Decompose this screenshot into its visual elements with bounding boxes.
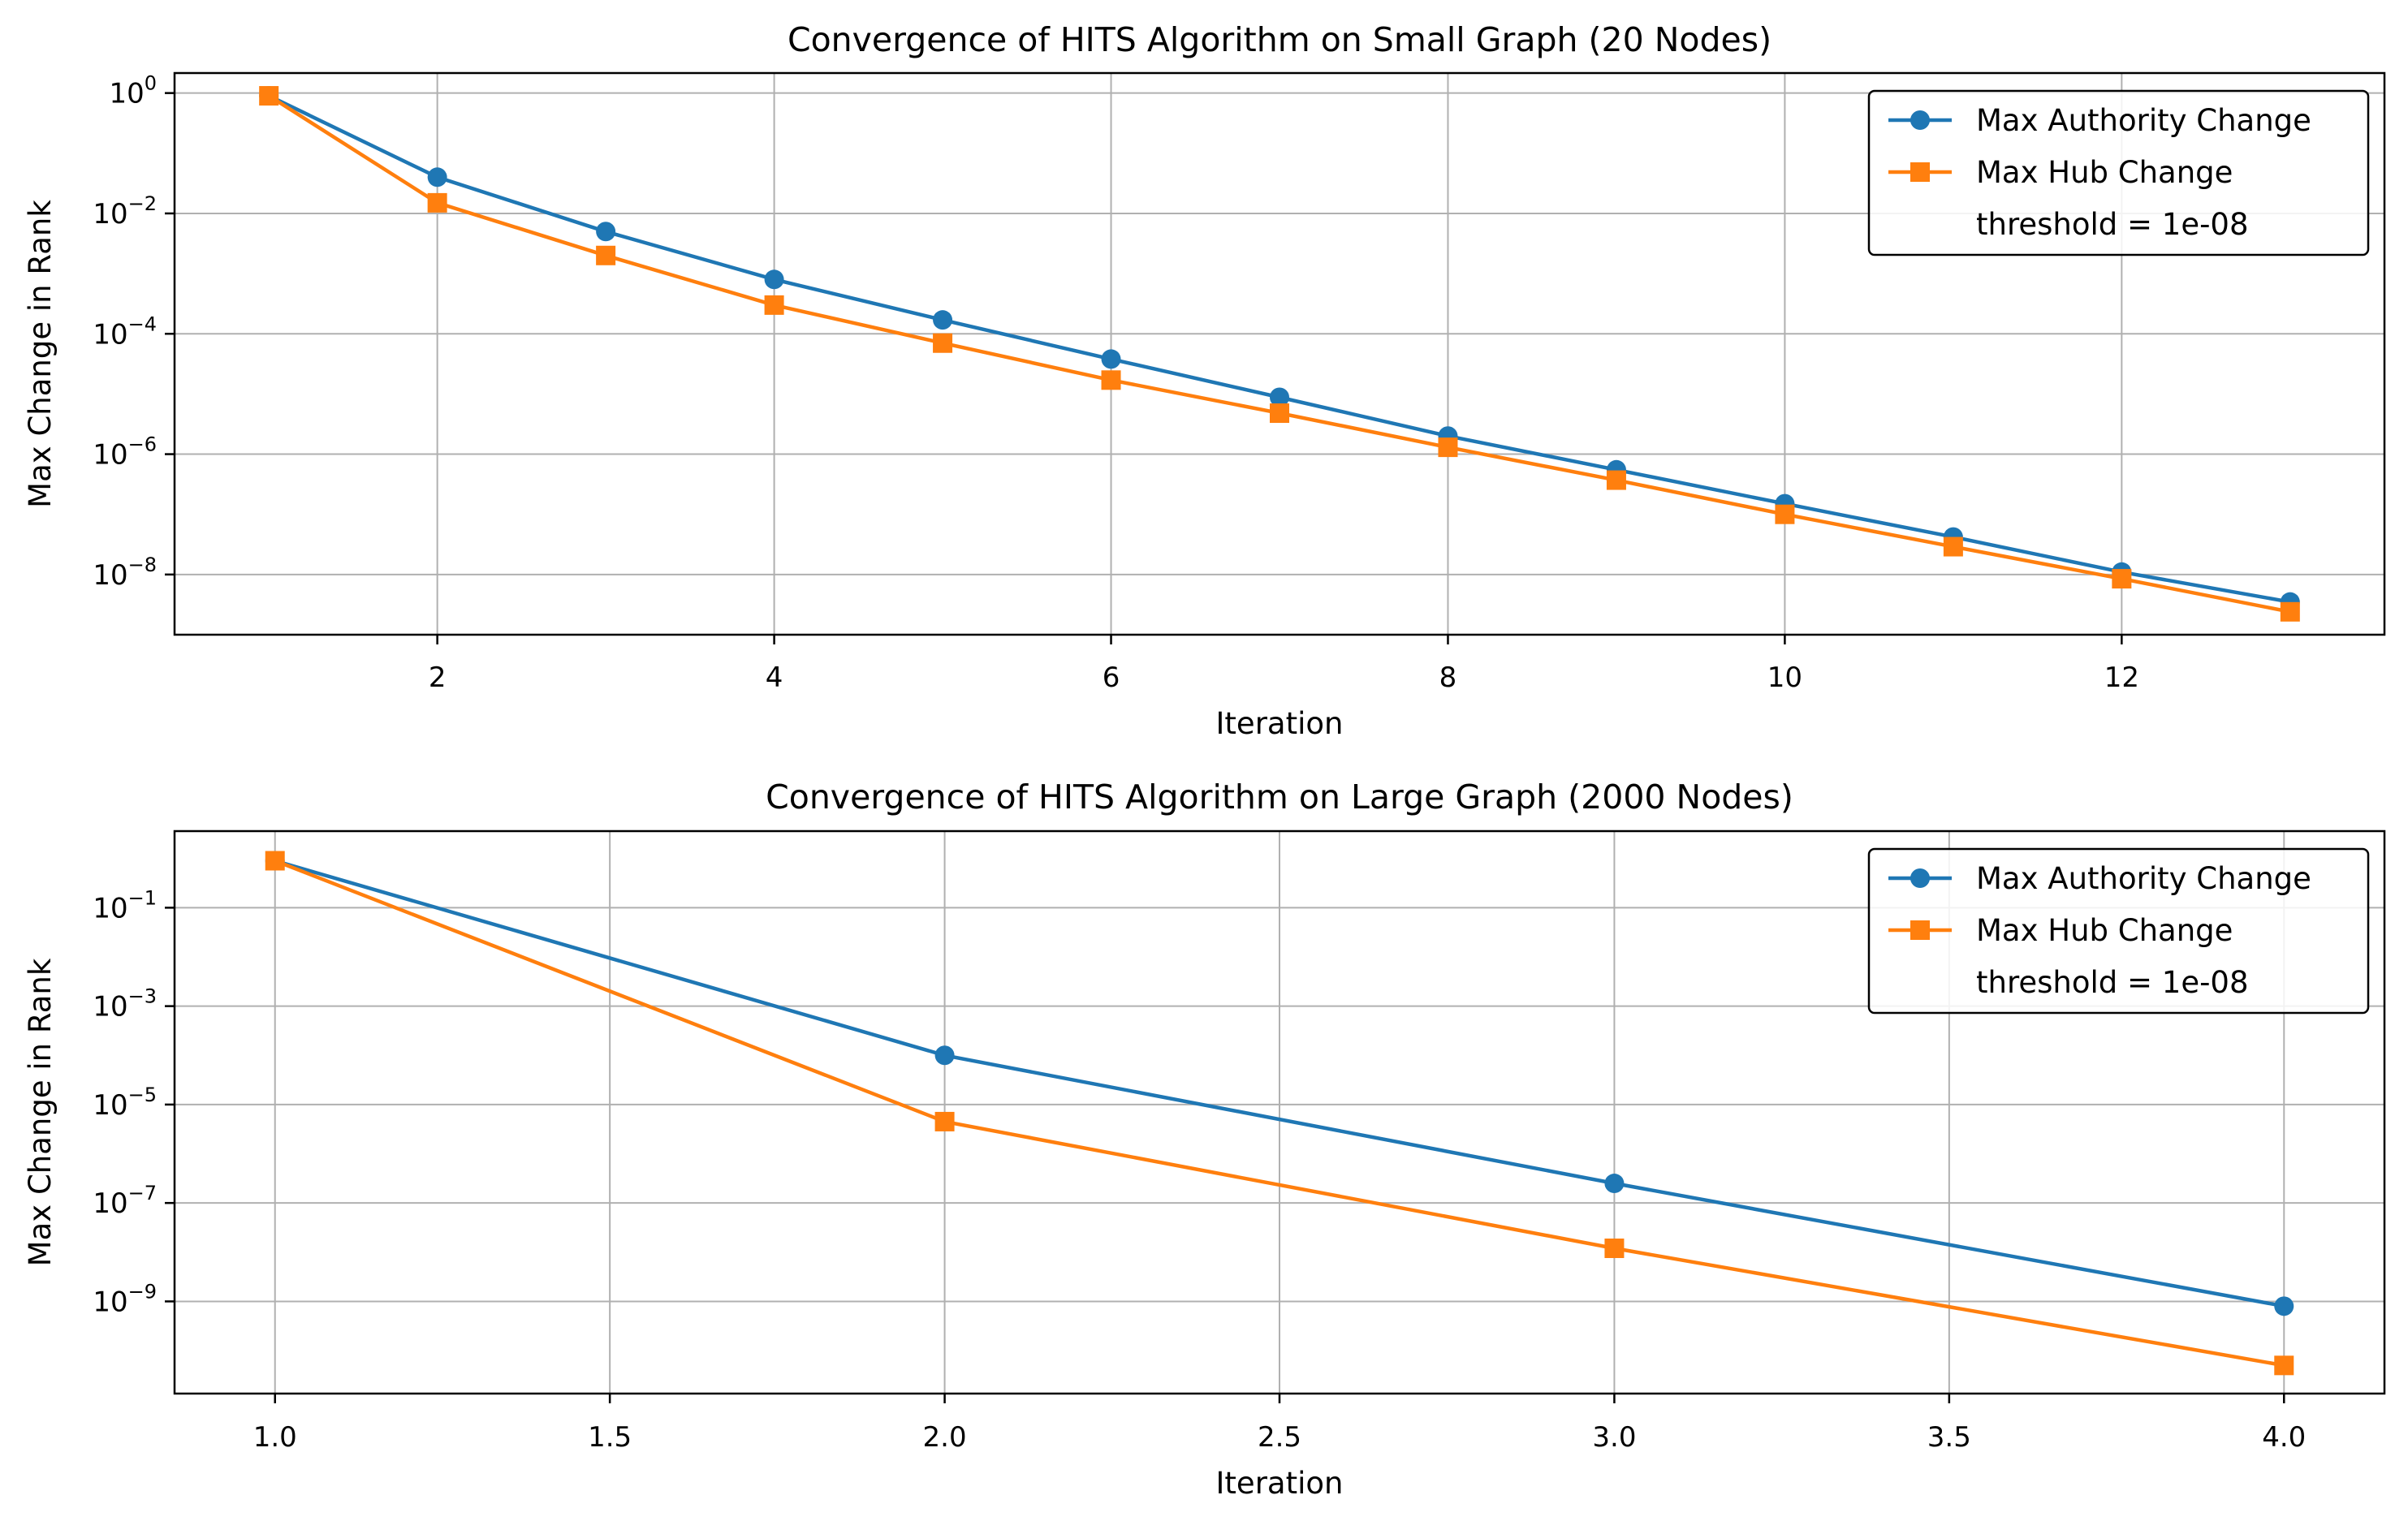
y-axis-label: Max Change in Rank xyxy=(23,958,58,1266)
data-point xyxy=(2280,601,2300,622)
data-point xyxy=(1604,1174,1625,1194)
data-point xyxy=(1604,1239,1625,1259)
data-point xyxy=(1775,504,1795,524)
data-point xyxy=(933,333,953,353)
data-point xyxy=(1270,403,1289,424)
x-tick-label: 1.0 xyxy=(253,1421,297,1454)
x-tick-label: 12 xyxy=(2104,661,2139,694)
data-point xyxy=(259,86,279,106)
y-tick-label: 10−9 xyxy=(93,1280,157,1318)
data-point xyxy=(1101,349,1121,369)
chart-title: Convergence of HITS Algorithm on Large G… xyxy=(766,778,1793,817)
y-tick-label: 10−4 xyxy=(93,312,157,351)
x-axis-label: Iteration xyxy=(1216,1466,1344,1501)
data-point xyxy=(1101,370,1121,390)
legend-label: Max Hub Change xyxy=(1976,155,2233,190)
y-tick-label: 10−7 xyxy=(93,1182,157,1220)
x-tick-label: 1.5 xyxy=(588,1421,632,1454)
x-tick-label: 3.5 xyxy=(1927,1421,1971,1454)
series-line xyxy=(274,859,2285,1368)
data-point xyxy=(2274,1296,2294,1316)
legend-box xyxy=(1867,847,2370,1015)
legend-label: Max Authority Change xyxy=(1976,861,2311,896)
legend-marker xyxy=(1910,868,1930,888)
data-point xyxy=(2112,569,2132,589)
x-tick-label: 10 xyxy=(1767,661,1802,694)
data-point xyxy=(427,167,447,187)
plot-frame xyxy=(173,71,2386,636)
y-tick-label: 10−5 xyxy=(93,1084,157,1122)
y-tick-label: 10−8 xyxy=(93,554,157,592)
y-axis-label: Max Change in Rank xyxy=(23,200,58,508)
x-tick-label: 8 xyxy=(1439,661,1457,694)
legend: Max Authority Change Max Hub Change thresh… xyxy=(1867,89,2370,256)
data-point xyxy=(933,310,953,330)
data-point xyxy=(265,851,285,871)
x-tick-label: 6 xyxy=(1103,661,1120,694)
x-tick-label: 4 xyxy=(766,661,783,694)
legend: Max Authority Change Max Hub Change thresh… xyxy=(1867,847,2370,1015)
y-tick-label: 10−6 xyxy=(93,433,157,472)
legend-box xyxy=(1867,89,2370,256)
x-axis-label: Iteration xyxy=(1216,706,1344,741)
legend-threshold-label: threshold = 1e-08 xyxy=(1976,965,2249,1000)
legend-marker xyxy=(1910,110,1930,130)
legend-threshold-label: threshold = 1e-08 xyxy=(1976,207,2249,242)
x-tick-label: 2.0 xyxy=(923,1421,967,1454)
data-point xyxy=(764,295,784,315)
data-point xyxy=(1438,437,1458,458)
x-tick-label: 4.0 xyxy=(2262,1421,2306,1454)
series-line xyxy=(274,859,2285,1308)
y-tick-label: 10−3 xyxy=(93,985,157,1023)
data-point xyxy=(1943,536,1963,557)
series-hub xyxy=(259,86,2300,622)
legend-marker xyxy=(1910,162,1930,182)
data-point xyxy=(427,192,447,213)
y-tick-label: 100 xyxy=(109,72,157,110)
data-point xyxy=(2274,1355,2294,1376)
legend-label: Max Hub Change xyxy=(1976,913,2233,948)
data-point xyxy=(934,1111,955,1131)
x-tick-label: 3.0 xyxy=(1592,1421,1636,1454)
data-point xyxy=(1270,387,1289,407)
legend-marker xyxy=(1910,920,1930,940)
data-point xyxy=(596,245,616,265)
y-tick-label: 10−1 xyxy=(93,886,157,924)
series-hub xyxy=(265,851,2294,1376)
data-point xyxy=(764,269,784,290)
data-point xyxy=(1606,470,1626,490)
y-tick-label: 10−2 xyxy=(93,192,157,231)
chart-panel-2: 1.0 1.5 2.0 2.5 3.0 3.5 4.0 10−1 10−3 10−5 10−7 10−… xyxy=(23,778,2386,1501)
x-tick-label: 2 xyxy=(429,661,447,694)
data-point xyxy=(596,222,616,242)
x-tick-label: 2.5 xyxy=(1258,1421,1301,1454)
legend-label: Max Authority Change xyxy=(1976,103,2311,138)
chart-panel-1: 2 4 6 8 10 12 100 10−2 10−4 10−6 10−8 Convergence o… xyxy=(23,20,2386,741)
data-point xyxy=(934,1045,955,1066)
chart-title: Convergence of HITS Algorithm on Small G… xyxy=(788,20,1771,59)
